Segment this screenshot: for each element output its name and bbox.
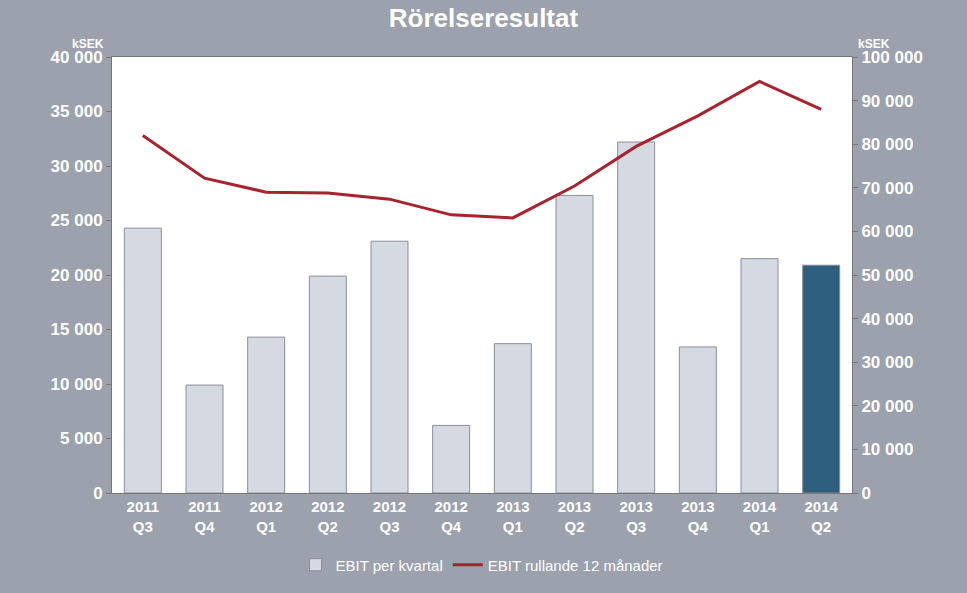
svg-text:100 000: 100 000 [861,48,922,67]
svg-text:90 000: 90 000 [861,92,913,111]
svg-text:2012Q3: 2012Q3 [373,498,406,535]
svg-text:10 000: 10 000 [861,440,913,459]
svg-text:0: 0 [93,484,102,503]
svg-text:35 000: 35 000 [51,102,103,121]
svg-text:20 000: 20 000 [861,397,913,416]
svg-text:30 000: 30 000 [51,157,103,176]
svg-text:2012Q2: 2012Q2 [311,498,344,535]
svg-text:2014Q1: 2014Q1 [743,498,777,535]
svg-text:25 000: 25 000 [51,211,103,230]
svg-text:20 000: 20 000 [51,266,103,285]
svg-text:2012Q4: 2012Q4 [434,498,467,535]
svg-text:30 000: 30 000 [861,353,913,372]
svg-text:2011Q4: 2011Q4 [188,498,221,535]
svg-text:40 000: 40 000 [51,48,103,67]
svg-text:40 000: 40 000 [861,310,913,329]
svg-text:60 000: 60 000 [861,222,913,241]
svg-text:Rörelseresultat: Rörelseresultat [389,3,579,33]
svg-text:2013Q1: 2013Q1 [496,498,529,535]
svg-text:2013Q4: 2013Q4 [681,498,714,535]
svg-text:2013Q3: 2013Q3 [619,498,652,535]
svg-text:10 000: 10 000 [51,375,103,394]
svg-text:2014Q2: 2014Q2 [804,498,838,535]
svg-text:kSEK: kSEK [858,37,890,51]
svg-text:2012Q1: 2012Q1 [249,498,282,535]
svg-text:EBIT per kvartal: EBIT per kvartal [336,557,443,574]
svg-text:0: 0 [861,484,870,503]
svg-text:15 000: 15 000 [51,320,103,339]
svg-text:70 000: 70 000 [861,179,913,198]
svg-text:2011Q3: 2011Q3 [127,498,160,535]
svg-text:80 000: 80 000 [861,135,913,154]
svg-text:EBIT rullande 12 månader: EBIT rullande 12 månader [488,557,663,574]
svg-text:5 000: 5 000 [60,429,103,448]
svg-text:2013Q2: 2013Q2 [558,498,591,535]
svg-text:kSEK: kSEK [72,37,104,51]
svg-text:50 000: 50 000 [861,266,913,285]
